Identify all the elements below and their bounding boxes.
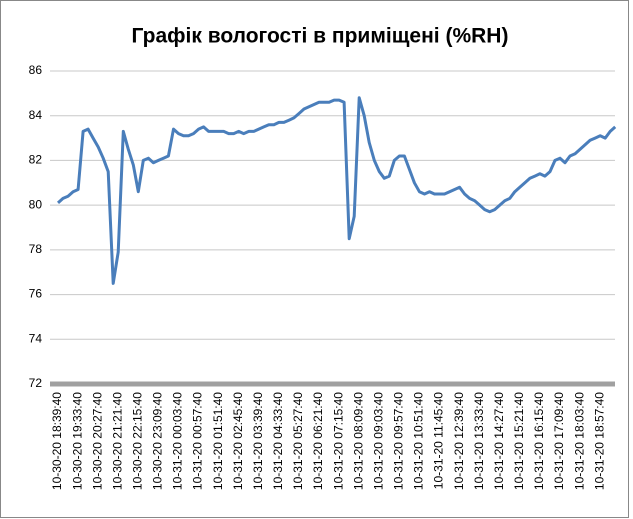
x-tick-label: 10-31-20 18:03:40	[572, 392, 586, 490]
x-tick-label: 10-31-20 06:21:40	[311, 392, 325, 490]
y-tick-label: 80	[29, 197, 43, 211]
y-tick-label: 72	[29, 376, 43, 390]
y-tick-label: 74	[29, 331, 43, 345]
x-tick-label: 10-31-20 01:51:40	[211, 392, 225, 490]
x-tick-label: 10-31-20 09:57:40	[392, 392, 406, 490]
y-tick-label: 76	[29, 287, 43, 301]
x-tick-label: 10-31-20 05:27:40	[291, 392, 305, 490]
x-tick-label: 10-30-20 23:09:40	[151, 392, 165, 490]
x-tick-label: 10-30-20 19:33:40	[70, 392, 84, 490]
x-tick-label: 10-31-20 07:15:40	[331, 392, 345, 490]
x-tick-label: 10-31-20 00:03:40	[171, 392, 185, 490]
x-tick-label: 10-31-20 13:33:40	[472, 392, 486, 490]
series-line	[56, 96, 617, 285]
y-tick-label: 82	[29, 153, 43, 167]
y-tick-label: 86	[29, 63, 43, 77]
x-tick-label: 10-31-20 14:27:40	[492, 392, 506, 490]
x-tick-label: 10-30-20 22:15:40	[130, 392, 144, 490]
chart-title: Графік вологості в приміщені (%RH)	[132, 25, 509, 48]
x-tick-label: 10-30-20 20:27:40	[90, 392, 104, 490]
x-tick-label: 10-30-20 21:21:40	[110, 392, 124, 490]
x-tick-label: 10-31-20 09:03:40	[371, 392, 385, 490]
x-tick-label: 10-31-20 10:51:40	[412, 392, 426, 490]
x-tick-label: 10-31-20 12:39:40	[452, 392, 466, 490]
x-tick-label: 10-31-20 11:45:40	[432, 392, 446, 490]
x-tick-label: 10-31-20 08:09:40	[351, 392, 365, 490]
y-tick-label: 78	[29, 242, 43, 256]
y-tick-label: 84	[29, 108, 43, 122]
x-tick-label: 10-31-20 16:15:40	[532, 392, 546, 490]
x-tick-label: 10-31-20 04:33:40	[271, 392, 285, 490]
x-tick-label: 10-31-20 18:57:40	[592, 392, 606, 490]
x-tick-label: 10-30-20 18:39:40	[50, 392, 64, 490]
x-tick-label: 10-31-20 03:39:40	[251, 392, 265, 490]
x-tick-label: 10-31-20 02:45:40	[231, 392, 245, 490]
x-tick-label: 10-31-20 17:09:40	[552, 392, 566, 490]
x-tick-label: 10-31-20 15:21:40	[512, 392, 526, 490]
x-tick-label: 10-31-20 00:57:40	[191, 392, 205, 490]
